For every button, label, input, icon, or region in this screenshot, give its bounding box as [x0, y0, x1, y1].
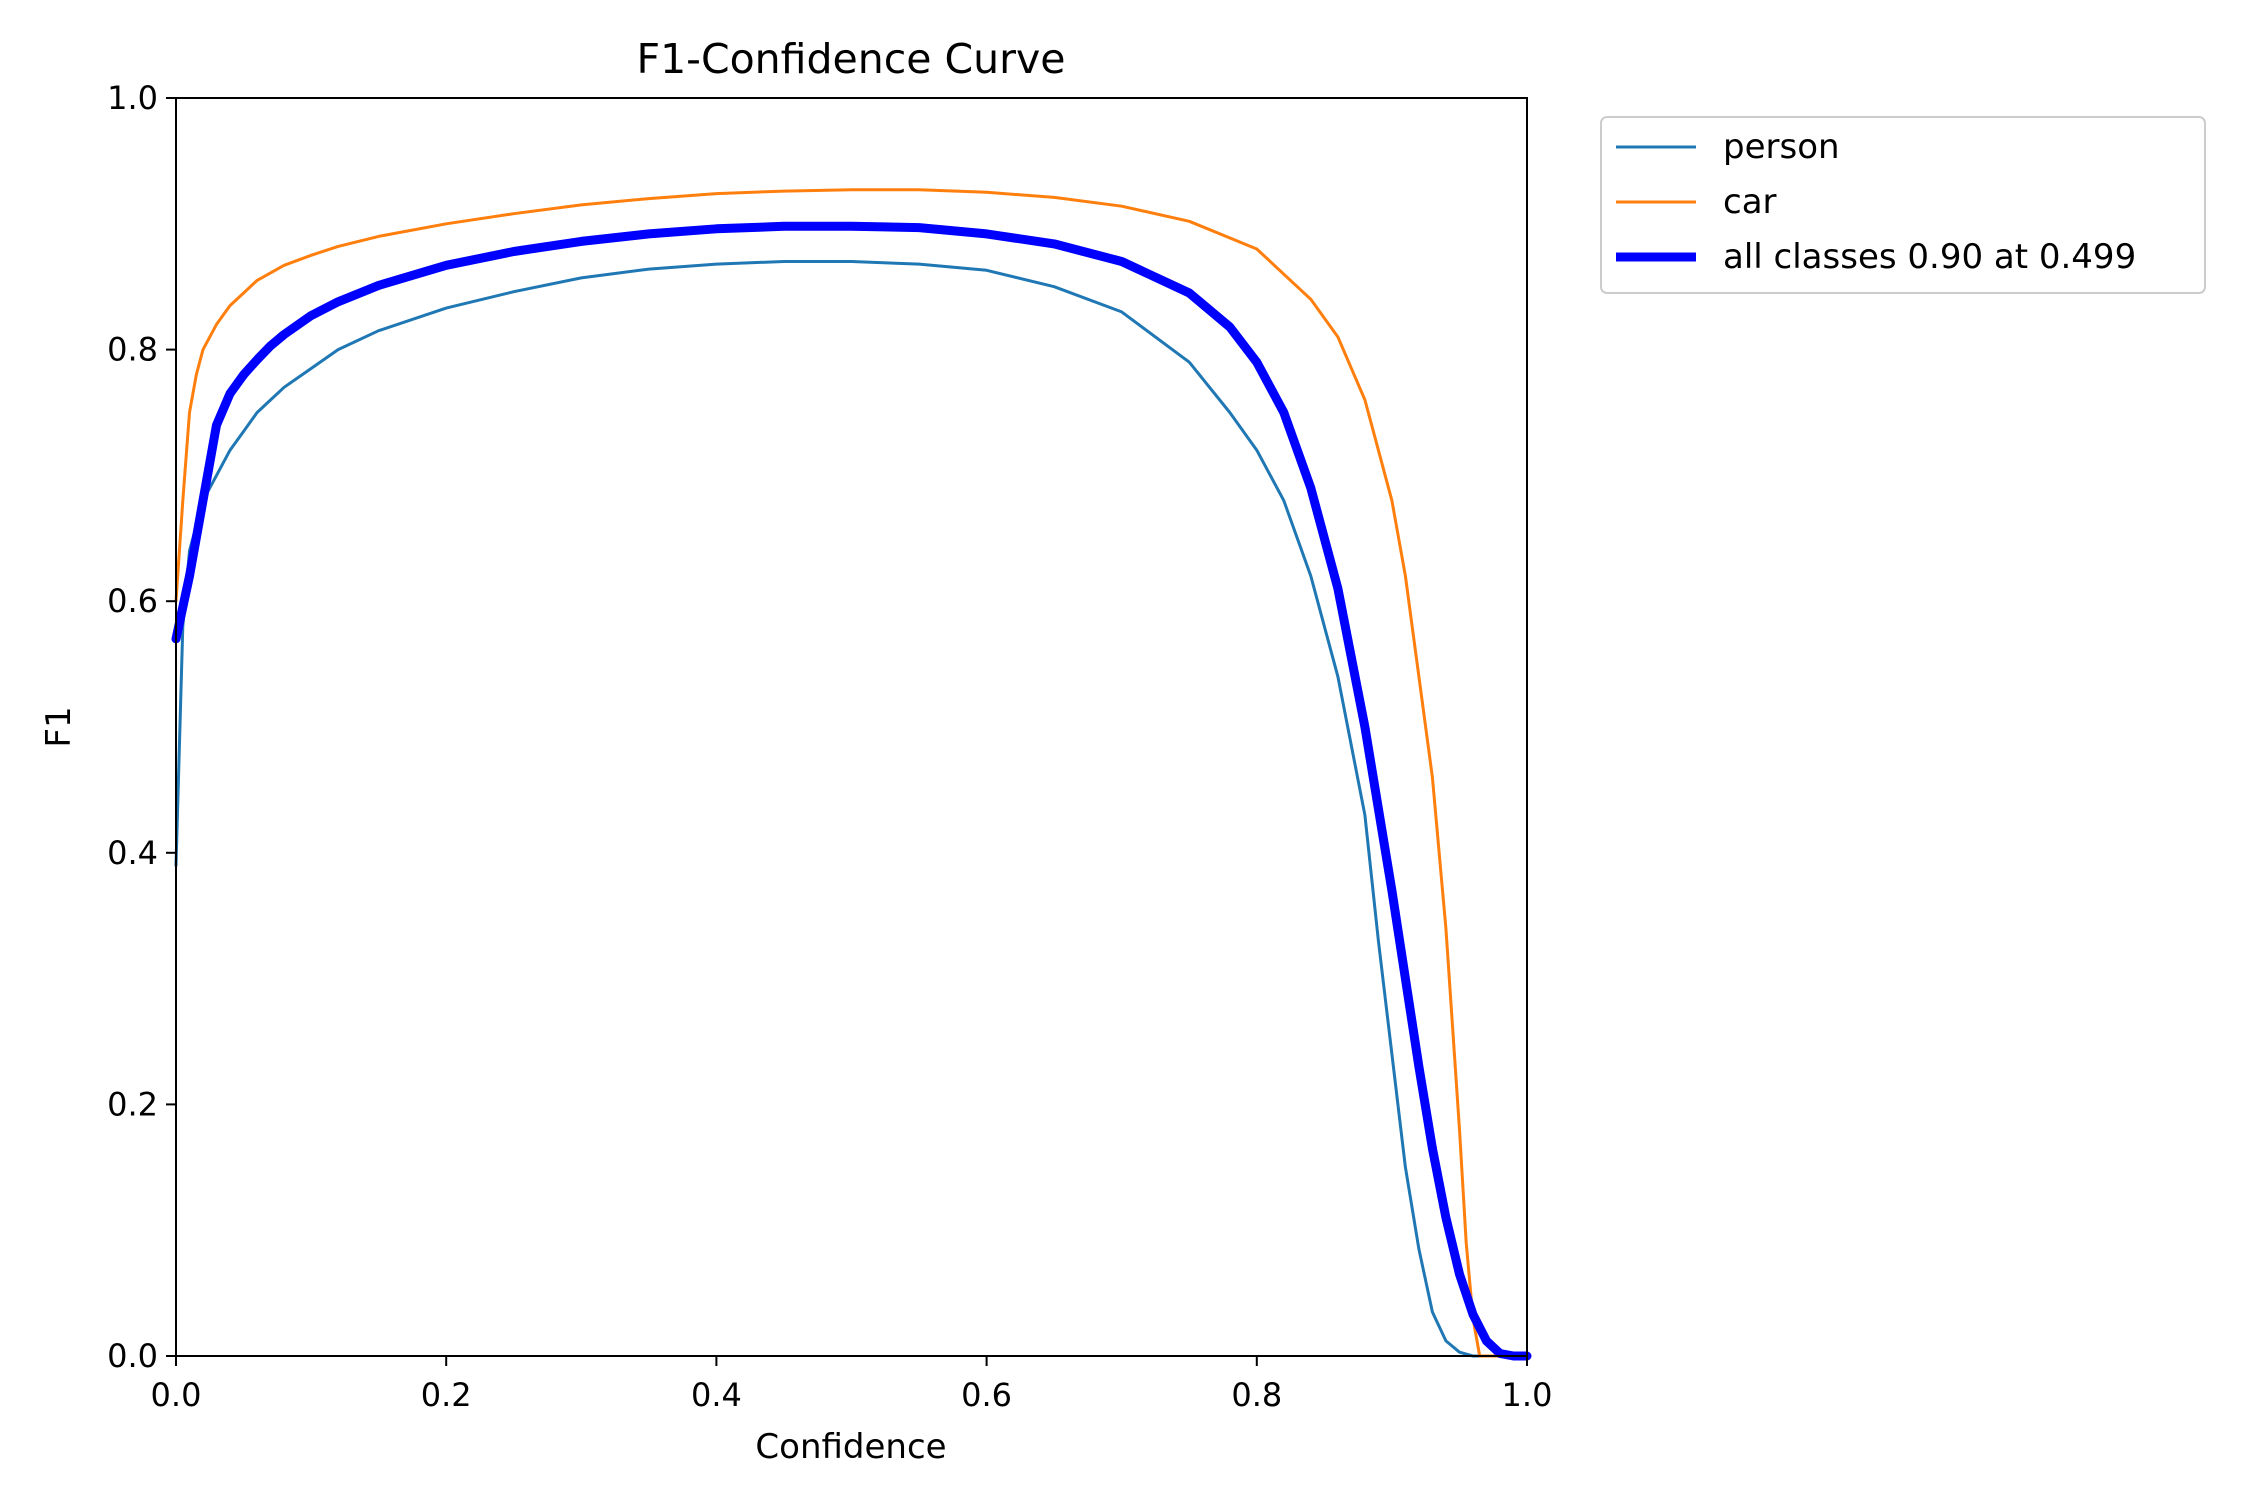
legend: person car all classes 0.90 at 0.499 — [1600, 116, 2206, 294]
y-tick-label: 1.0 — [107, 79, 158, 117]
y-axis-title: F1 — [39, 706, 79, 747]
series-line-car — [174, 188, 1529, 1358]
chart-title: F1-Confidence Curve — [637, 35, 1066, 83]
x-tick-label: 0.0 — [151, 1376, 202, 1414]
plot-frame — [175, 97, 1528, 1357]
legend-label-all-classes: all classes 0.90 at 0.499 — [1723, 237, 2136, 277]
y-tick-label: 0.2 — [107, 1085, 158, 1123]
series-line-person — [174, 260, 1529, 1358]
x-tick-label: 0.2 — [421, 1376, 472, 1414]
y-tick-label: 0.0 — [107, 1337, 158, 1375]
legend-label-person: person — [1723, 127, 1840, 167]
x-axis-title: Confidence — [755, 1427, 946, 1467]
legend-box — [1600, 116, 2206, 294]
legend-label-car: car — [1723, 182, 1777, 222]
series-line-all-classes — [171, 221, 1532, 1361]
x-tick-label: 0.6 — [961, 1376, 1012, 1414]
y-axis: 0.0 0.2 0.4 0.6 0.8 1.0 — [107, 79, 176, 1375]
x-tick-label: 1.0 — [1502, 1376, 1553, 1414]
y-tick-label: 0.8 — [107, 331, 158, 369]
y-tick-label: 0.6 — [107, 582, 158, 620]
y-tick-label: 0.4 — [107, 834, 158, 872]
x-axis: 0.0 0.2 0.4 0.6 0.8 1.0 — [151, 1356, 1553, 1414]
series-layer — [171, 188, 1532, 1361]
x-tick-label: 0.8 — [1231, 1376, 1282, 1414]
x-tick-label: 0.4 — [691, 1376, 742, 1414]
